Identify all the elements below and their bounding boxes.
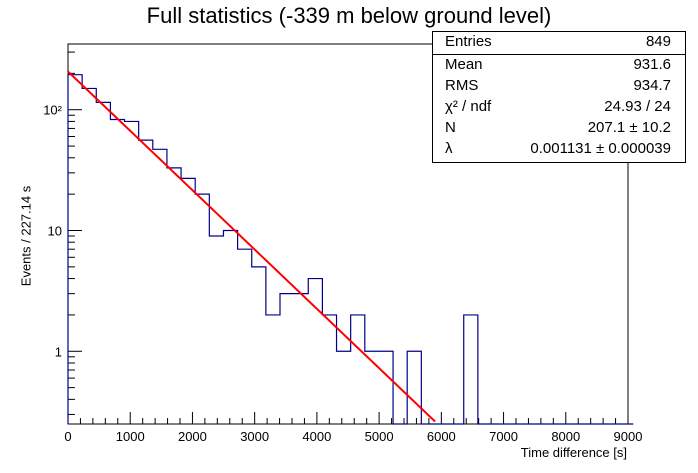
stats-row: χ² / ndf 24.93 / 24 <box>433 97 685 119</box>
fit-curve <box>67 70 436 423</box>
stats-row: RMS 934.7 <box>433 76 685 98</box>
y-tick-label: 10² <box>43 103 62 118</box>
y-tick-label: 1 <box>55 344 62 359</box>
stats-row: N 207.1 ± 10.2 <box>433 118 685 140</box>
x-tick-label: 0 <box>64 429 71 444</box>
stats-rms-label: RMS <box>445 77 479 94</box>
stats-n-value: 207.1 ± 10.2 <box>587 119 671 136</box>
x-tick-label: 3000 <box>240 429 269 444</box>
stats-mean-label: Mean <box>445 56 483 73</box>
x-tick-label: 1000 <box>116 429 145 444</box>
stats-divider <box>433 54 685 55</box>
stats-chi2-label: χ² / ndf <box>445 98 492 115</box>
stats-n-label: N <box>445 119 456 136</box>
stats-row: λ 0.001131 ± 0.000039 <box>433 139 685 161</box>
y-tick-label: 10 <box>48 223 62 238</box>
x-tick-label: 6000 <box>427 429 456 444</box>
stats-entries-value: 849 <box>645 33 671 50</box>
y-axis-label: Events / 227.14 s <box>18 185 34 287</box>
x-tick-label: 4000 <box>302 429 331 444</box>
x-tick-label: 5000 <box>365 429 394 444</box>
stats-lambda-value: 0.001131 ± 0.000039 <box>530 140 671 157</box>
stats-entries-label: Entries <box>445 33 492 50</box>
x-tick-label: 2000 <box>178 429 207 444</box>
stats-header-row: Entries 849 <box>433 32 685 55</box>
x-axis-label: Time difference [s] <box>520 445 627 460</box>
stats-box: Entries 849 Mean 931.6 RMS 934.7 χ² / nd… <box>432 31 686 163</box>
stats-rms-value: 934.7 <box>633 77 671 94</box>
x-tick-label: 9000 <box>614 429 643 444</box>
stats-mean-value: 931.6 <box>633 56 671 73</box>
stats-chi2-value: 24.93 / 24 <box>604 98 671 115</box>
chart-title: Full statistics (-339 m below ground lev… <box>146 3 552 28</box>
x-tick-label: 8000 <box>551 429 580 444</box>
stats-lambda-label: λ <box>445 140 453 157</box>
x-tick-label: 7000 <box>489 429 518 444</box>
stats-row: Mean 931.6 <box>433 55 685 77</box>
